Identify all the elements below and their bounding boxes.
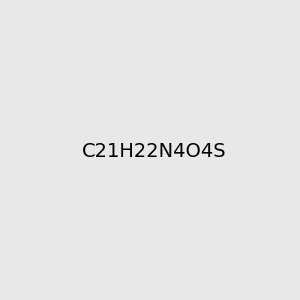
Text: C21H22N4O4S: C21H22N4O4S bbox=[81, 142, 226, 161]
